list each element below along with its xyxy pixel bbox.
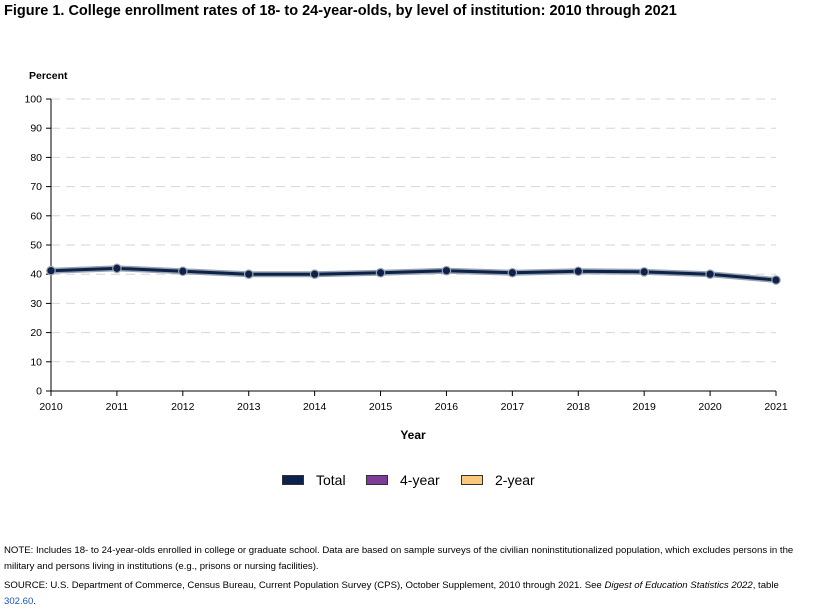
legend-label-2-year: 2-year [495,472,535,488]
legend-item-total[interactable]: Total [282,472,346,488]
source-text: SOURCE: U.S. Department of Commerce, Cen… [4,578,812,610]
legend-label-4-year: 4-year [400,472,440,488]
source-table-link[interactable]: 302.60 [4,596,34,607]
y-tick-label: 30 [30,298,42,310]
y-tick-label: 20 [30,327,42,339]
legend-item-2-year[interactable]: 2-year [461,472,535,488]
x-axis-label: Year [400,428,426,442]
data-point-total[interactable] [441,265,452,276]
data-point-total[interactable] [639,267,649,277]
data-point-total[interactable] [112,263,122,274]
legend-swatch-2-year [461,475,483,485]
data-point-total[interactable] [507,267,518,278]
chart-legend: Total 4-year 2-year [0,472,816,490]
data-point-total[interactable] [771,275,781,285]
y-tick-label: 80 [30,152,42,164]
y-tick-label: 60 [30,210,42,222]
data-point-total[interactable] [46,265,56,276]
x-tick-label: 2011 [106,401,129,413]
data-point-total[interactable] [573,266,584,277]
x-tick-label: 2021 [764,401,788,413]
source-end: . [33,596,37,607]
x-tick-label: 2014 [303,401,327,413]
chart-notes: NOTE: Includes 18- to 24-year-olds enrol… [4,543,812,613]
data-point-total[interactable] [243,269,254,279]
source-prefix: SOURCE: U.S. Department of Commerce, Cen… [4,580,605,591]
x-tick-label: 2018 [567,401,591,413]
x-tick-label: 2012 [171,401,195,413]
source-suffix: , table [752,580,779,591]
y-tick-label: 0 [36,386,42,398]
y-tick-label: 100 [24,94,42,106]
note-text: NOTE: Includes 18- to 24-year-olds enrol… [4,545,794,572]
x-tick-label: 2016 [435,401,459,413]
y-tick-label: 10 [30,356,42,368]
legend-swatch-total [282,475,304,485]
source-publication: Digest of Education Statistics 2022 [604,580,753,591]
legend-item-4-year[interactable]: 4-year [366,472,440,488]
data-point-total[interactable] [309,269,320,279]
x-tick-label: 2017 [501,401,525,413]
legend-label-total: Total [316,472,346,488]
line-chart: Percent 0 10 20 30 40 50 60 70 80 90 100 2010 2011 20… [24,70,788,442]
x-tick-label: 2019 [633,401,657,413]
x-tick-label: 2010 [39,401,63,413]
y-axis-label: Percent [29,70,68,82]
x-tick-label: 2020 [698,401,722,413]
x-tick-label: 2015 [369,401,393,413]
data-point-total[interactable] [375,267,386,278]
series-line-total [49,266,778,282]
y-tick-label: 40 [30,269,42,281]
legend-swatch-4-year [366,475,388,485]
data-point-total[interactable] [705,269,715,279]
x-tick-label: 2013 [237,401,261,413]
y-tick-label: 70 [30,181,42,193]
y-tick-label: 50 [30,240,42,252]
y-tick-label: 90 [30,123,42,135]
data-point-total[interactable] [178,266,188,277]
chart-title: Figure 1. College enrollment rates of 18… [4,3,677,19]
